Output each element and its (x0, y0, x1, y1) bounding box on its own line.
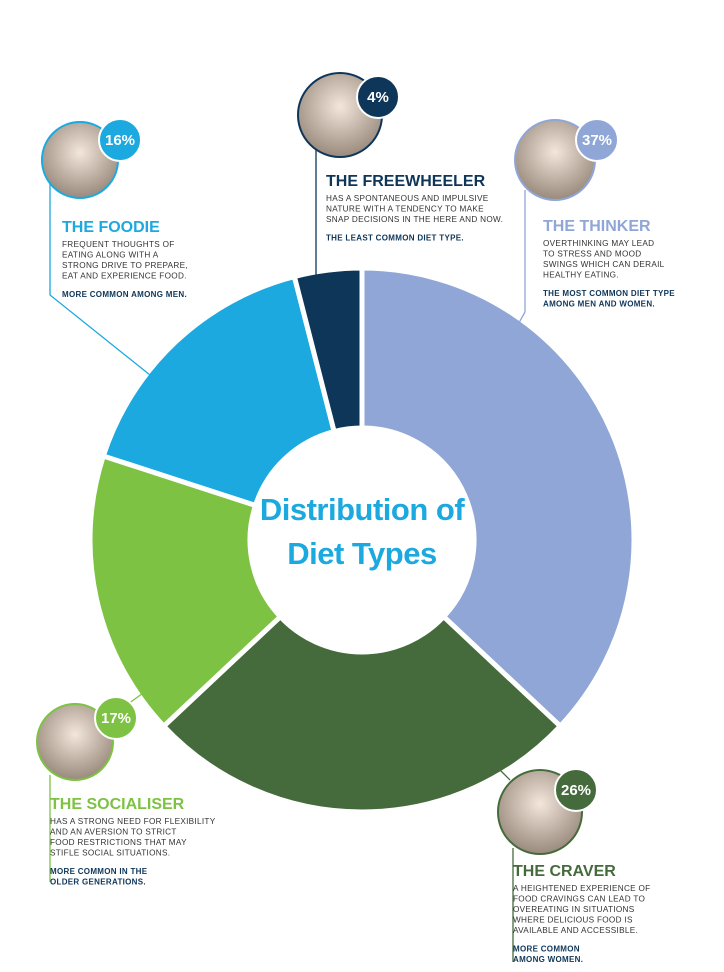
center-hole (252, 430, 472, 650)
note: MORE COMMON AMONG MEN. (62, 290, 187, 299)
donut-slice (87, 452, 284, 730)
photo (36, 703, 114, 781)
note: THE MOST COMMON DIET TYPE (543, 289, 675, 298)
category-heading: THE SOCIALISER (50, 796, 185, 813)
leader-line (514, 190, 526, 331)
description: HEALTHY EATING. (543, 271, 619, 280)
description: FOOD CRAVINGS CAN LEAD TO (513, 895, 645, 904)
description: SNAP DECISIONS IN THE HERE AND NOW. (326, 215, 503, 224)
percent-label: 37% (582, 132, 612, 149)
donut-slice (291, 265, 365, 435)
description: AND AN AVERSION TO STRICT (50, 828, 177, 837)
note: MORE COMMON (513, 945, 580, 954)
description: FOOD RESTRICTIONS THAT MAY (50, 838, 187, 847)
description: STIFLE SOCIAL SITUATIONS. (50, 849, 170, 858)
percent-badge (554, 768, 598, 812)
leader-line (49, 178, 151, 376)
note: OLDER GENERATIONS. (50, 878, 146, 887)
percent-label: 26% (561, 782, 591, 799)
percent-label: 4% (367, 89, 389, 106)
donut-slice (160, 613, 564, 815)
chart-title: Distribution of Diet Types (259, 492, 465, 571)
donut-slice (100, 273, 338, 509)
donut-slice (359, 265, 637, 730)
description: STRONG DRIVE TO PREPARE, (62, 261, 188, 270)
note: AMONG MEN AND WOMEN. (543, 300, 655, 309)
description: OVEREATING IN SITUATIONS (513, 905, 635, 914)
note: MORE COMMON IN THE (50, 867, 148, 876)
description: HAS A STRONG NEED FOR FLEXIBILITY (50, 817, 216, 826)
percent-label: 16% (105, 132, 135, 149)
description: AVAILABLE AND ACCESSIBLE. (513, 926, 638, 935)
description: OVERTHINKING MAY LEAD (543, 239, 654, 248)
leader-line (499, 769, 511, 781)
percent-badge (94, 696, 138, 740)
description: SWINGS WHICH CAN DERAIL (543, 260, 665, 269)
description: EATING ALONG WITH A (62, 251, 159, 260)
note: THE LEAST COMMON DIET TYPE. (326, 234, 464, 243)
category-heading: THE FREEWHEELER (326, 173, 486, 190)
percent-badge (98, 118, 142, 162)
percent-badge (356, 75, 400, 119)
note: AMONG WOMEN. (513, 955, 583, 964)
category-heading: THE THINKER (543, 218, 651, 235)
description: EAT AND EXPERIENCE FOOD. (62, 272, 187, 281)
description: WHERE DELICIOUS FOOD IS (513, 916, 633, 925)
percent-label: 17% (101, 710, 131, 727)
percent-badge (575, 118, 619, 162)
description: A HEIGHTENED EXPERIENCE OF (513, 884, 650, 893)
description: FREQUENT THOUGHTS OF (62, 240, 175, 249)
description: NATURE WITH A TENDENCY TO MAKE (326, 205, 484, 214)
leader-line (127, 687, 151, 705)
description: TO STRESS AND MOOD (543, 250, 642, 259)
category-heading: THE FOODIE (62, 219, 160, 236)
category-heading: THE CRAVER (513, 863, 616, 880)
description: HAS A SPONTANEOUS AND IMPULSIVE (326, 194, 489, 203)
